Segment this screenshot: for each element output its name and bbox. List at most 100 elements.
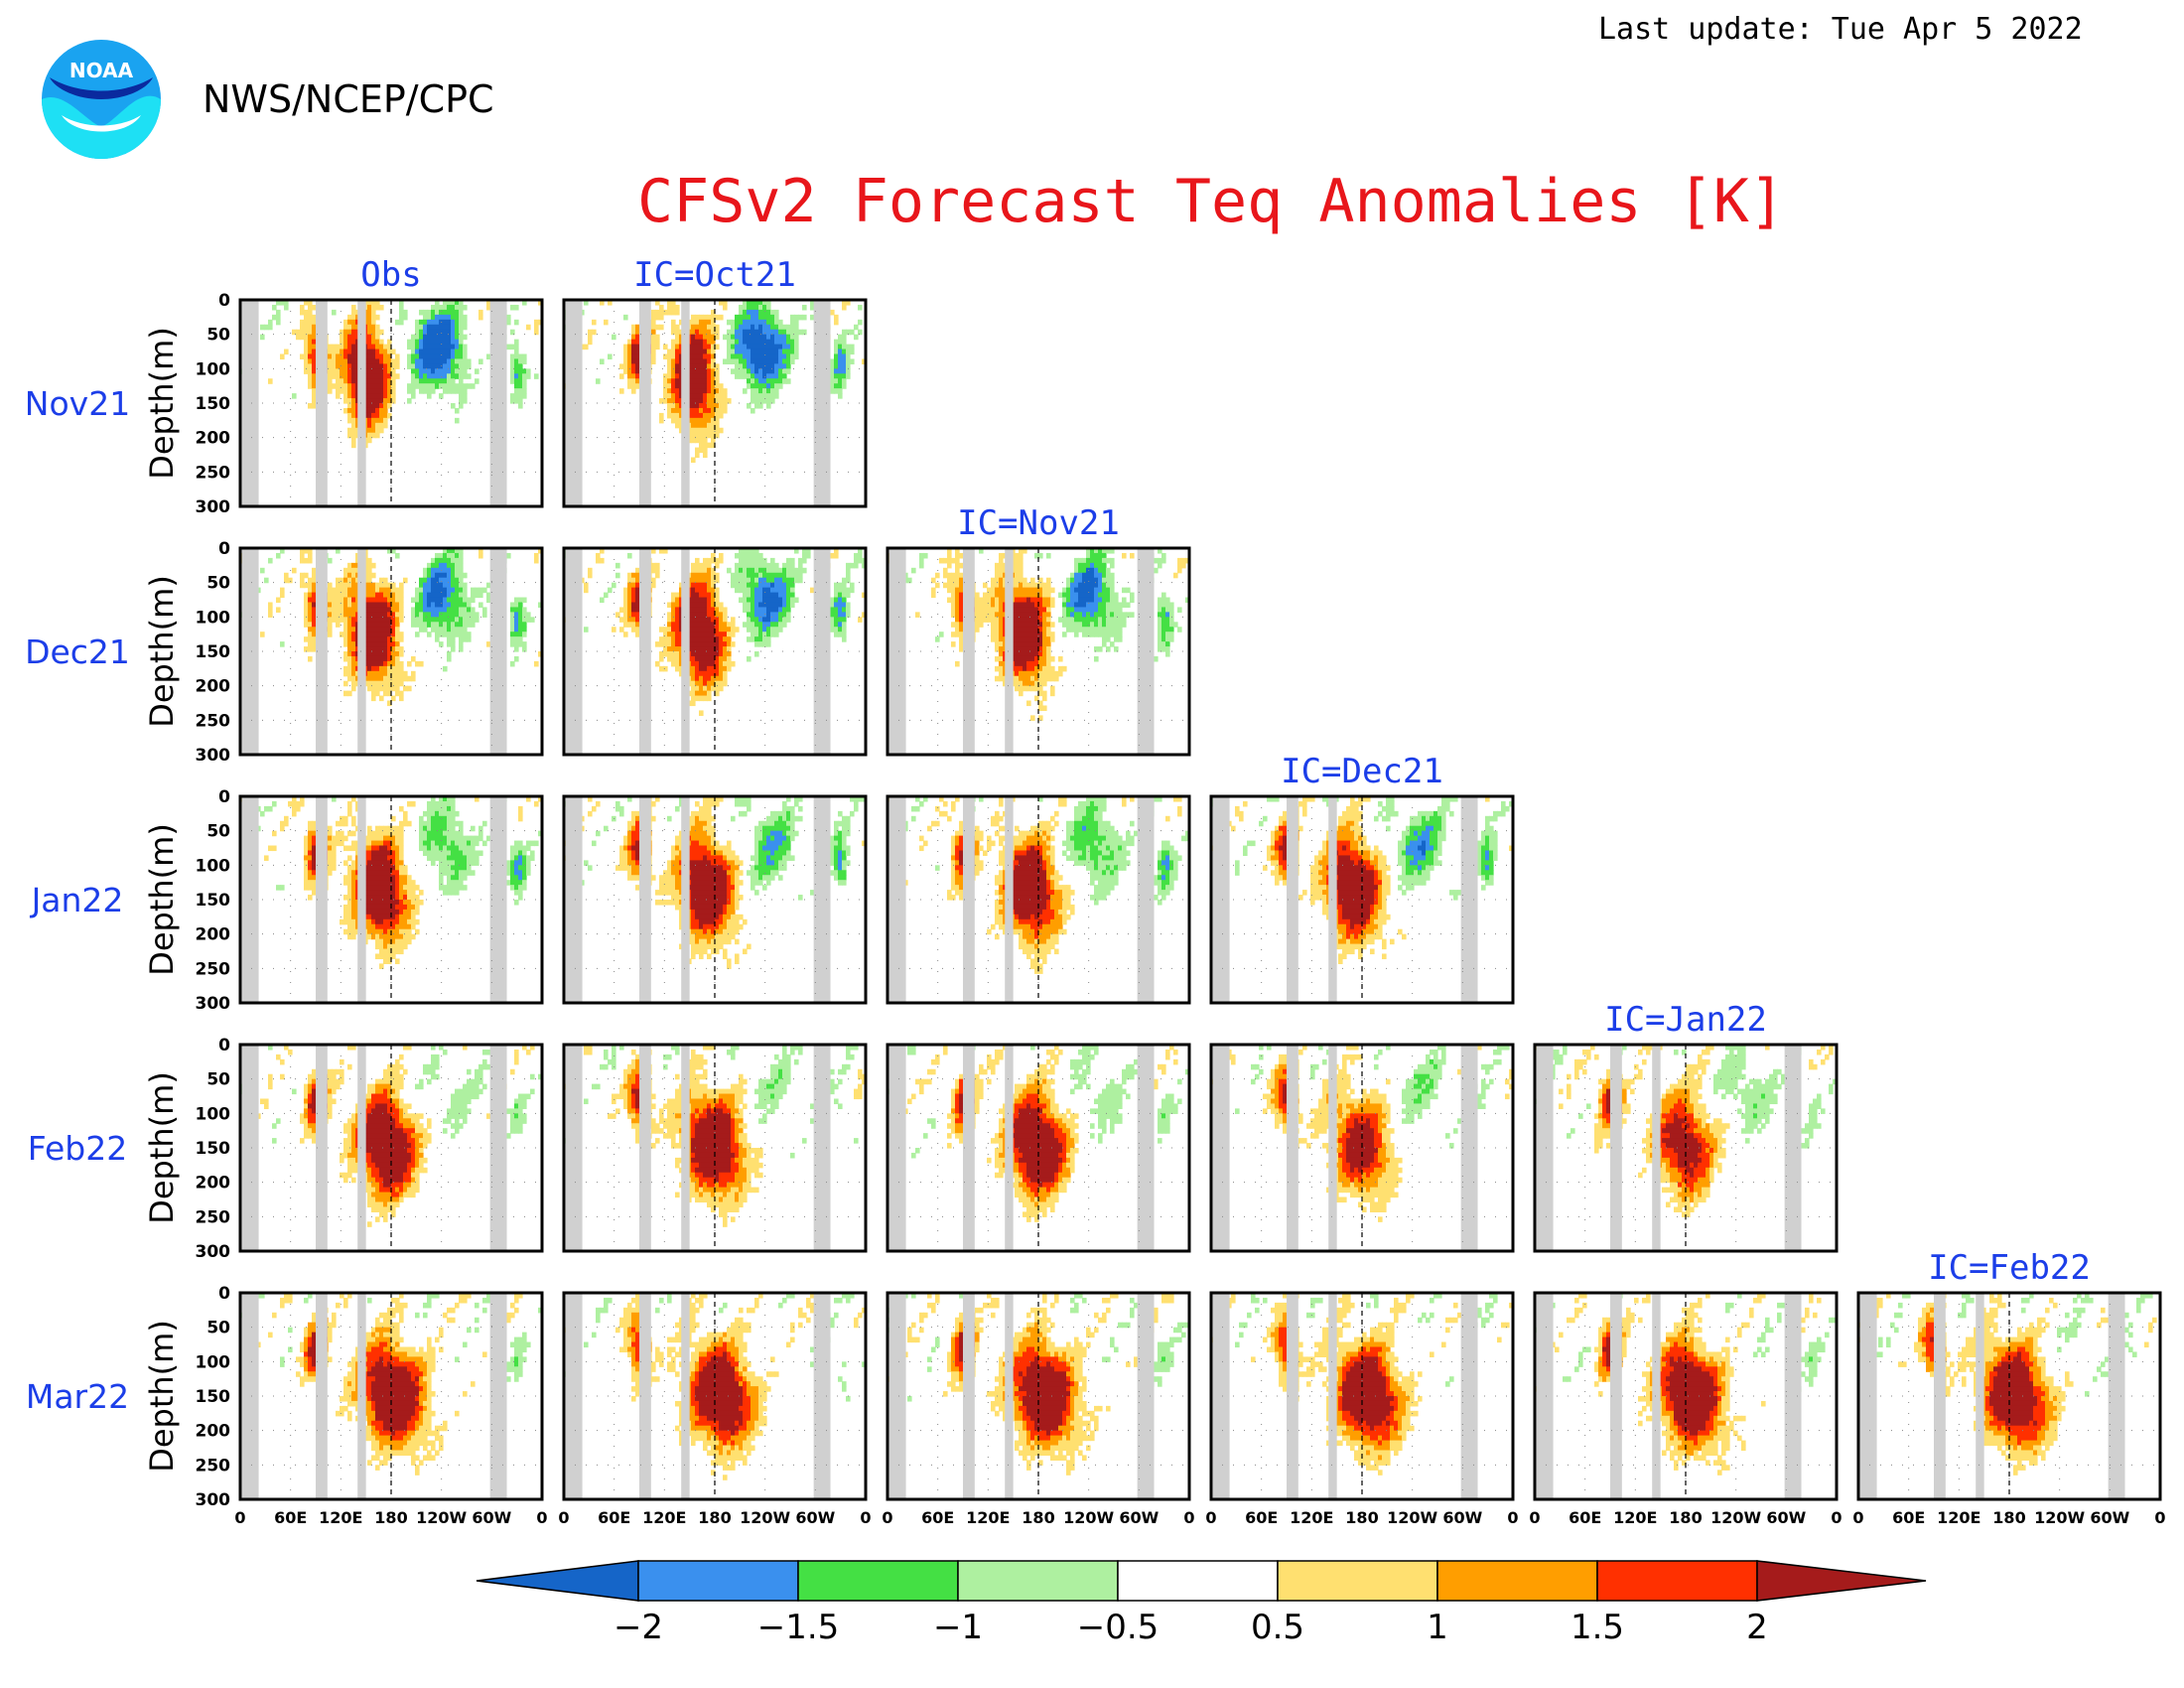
y-tick-label: 150: [196, 1387, 231, 1407]
x-tick-label: 60E: [598, 1508, 630, 1527]
land-mask: [489, 300, 507, 506]
heatmap-panel: [886, 794, 1191, 1005]
land-mask: [1460, 1293, 1478, 1499]
land-mask: [1212, 1293, 1230, 1499]
x-tick-label: 0: [1831, 1508, 1842, 1527]
y-tick-label: 300: [196, 497, 231, 517]
land-mask: [1287, 1293, 1298, 1499]
land-mask: [357, 300, 366, 506]
land-mask: [1005, 796, 1014, 1003]
land-mask: [888, 1293, 906, 1499]
column-label: IC=Oct21: [633, 255, 796, 295]
column-label: IC=Feb22: [1928, 1248, 2091, 1288]
column-labels: Obs IC=Oct21 IC=Nov21 IC=Dec21 IC=Jan22 IC=Fe…: [360, 255, 2091, 1288]
land-mask: [681, 1293, 690, 1499]
panel-frame: [886, 1043, 1191, 1253]
land-mask: [1536, 1293, 1554, 1499]
land-mask: [489, 1293, 507, 1499]
row-label: Feb22: [28, 1129, 127, 1168]
heatmap-panel: [562, 1043, 868, 1253]
row-label: Nov21: [25, 384, 130, 423]
colorbar-swatch: [637, 1560, 799, 1602]
y-tick-label: 100: [196, 359, 231, 379]
land-mask: [316, 1293, 328, 1499]
colorbar-swatch: [1277, 1560, 1438, 1602]
x-tick-label: 180: [1992, 1508, 2025, 1527]
x-tick-label: 180: [1345, 1508, 1378, 1527]
panel-grid: 0 60E 120E 180 120W 60W 0 0 60E 120E 180 120W 60W 0 0 6…: [234, 298, 2166, 1527]
panel-frame: [1209, 794, 1515, 1005]
colorbar-swatch: [797, 1560, 959, 1602]
land-mask: [639, 796, 651, 1003]
y-tick-label: 250: [196, 711, 231, 731]
panel-frame: [562, 298, 868, 508]
colorbar-tick-label: −2: [614, 1608, 663, 1647]
column-label: IC=Jan22: [1604, 1000, 1767, 1040]
x-tick-label: 60W: [2090, 1508, 2129, 1527]
y-tick-label: 50: [206, 326, 230, 346]
land-mask: [565, 300, 583, 506]
heatmap-panel: 0 60E 120E 180 120W 60W 0: [882, 1291, 1195, 1527]
x-tick-label: 60E: [1569, 1508, 1601, 1527]
x-tick-label: 120E: [1937, 1508, 1980, 1527]
y-tick-label: 250: [196, 1456, 231, 1476]
colorbar-arrow-low: [476, 1560, 639, 1602]
panel-frame: [1533, 1043, 1839, 1253]
land-mask: [489, 548, 507, 755]
y-tick-label: 300: [196, 746, 231, 766]
land-mask: [1328, 1293, 1337, 1499]
land-mask: [1137, 548, 1155, 755]
last-update-text: Last update: Tue Apr 5 2022: [1598, 12, 2083, 47]
y-tick-label: 50: [206, 574, 230, 594]
y-tick-label: 200: [196, 1422, 231, 1442]
y-tick-label: 150: [196, 891, 231, 911]
x-tick-label: 60W: [1442, 1508, 1482, 1527]
land-mask: [813, 300, 831, 506]
land-mask: [316, 548, 328, 755]
y-tick-label: 100: [196, 1352, 231, 1372]
land-mask: [241, 1293, 259, 1499]
land-mask: [241, 548, 259, 755]
heatmap-panel: 0 60E 120E 180 120W 60W 0: [1852, 1291, 2166, 1527]
land-mask: [565, 548, 583, 755]
panel-frame: [886, 794, 1191, 1005]
land-mask: [357, 1293, 366, 1499]
land-mask: [489, 796, 507, 1003]
heatmap-panel: [238, 1043, 544, 1253]
x-tick-label: 0: [558, 1508, 569, 1527]
colorbar-tick-label: 1.5: [1570, 1608, 1624, 1647]
x-tick-label: 0: [882, 1508, 892, 1527]
x-tick-label: 0: [860, 1508, 871, 1527]
x-tick-label: 120E: [642, 1508, 686, 1527]
land-mask: [639, 548, 651, 755]
land-mask: [1976, 1293, 1984, 1499]
land-mask: [1328, 796, 1337, 1003]
land-mask: [681, 796, 690, 1003]
land-mask: [963, 1293, 975, 1499]
panel-frame: [238, 1043, 544, 1253]
row-label: Jan22: [30, 881, 124, 919]
x-tick-label: 120W: [1710, 1508, 1761, 1527]
land-mask: [1784, 1045, 1802, 1251]
x-tick-label: 0: [234, 1508, 245, 1527]
land-mask: [1460, 1045, 1478, 1251]
land-mask: [1652, 1045, 1661, 1251]
x-tick-label: 120W: [416, 1508, 467, 1527]
y-tick-label: 0: [218, 291, 230, 311]
panel-frame: [238, 298, 544, 508]
heatmap-panel: [238, 546, 544, 757]
land-mask: [1005, 548, 1014, 755]
logo-text: NOAA: [69, 59, 134, 82]
land-mask: [1328, 1045, 1337, 1251]
heatmap-panel: 0 60E 120E 180 120W 60W 0: [1529, 1291, 1843, 1527]
land-mask: [813, 1293, 831, 1499]
x-tick-label: 60W: [472, 1508, 511, 1527]
x-tick-label: 120E: [966, 1508, 1010, 1527]
land-mask: [2108, 1293, 2125, 1499]
column-label: IC=Nov21: [957, 503, 1120, 543]
panel-frame: [238, 1291, 544, 1501]
row-label: Dec21: [25, 633, 130, 671]
x-tick-label: 0: [1205, 1508, 1216, 1527]
x-tick-label: 120W: [1063, 1508, 1114, 1527]
row-label: Mar22: [26, 1377, 129, 1416]
